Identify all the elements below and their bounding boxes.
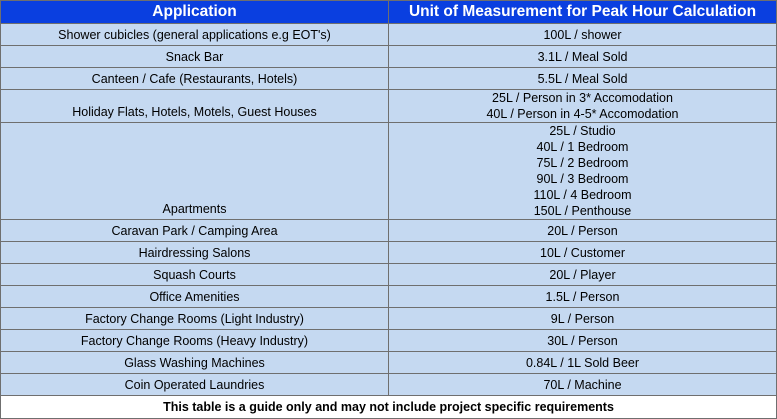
application-cell: Hairdressing Salons xyxy=(0,241,389,264)
unit-line: 0.84L / 1L Sold Beer xyxy=(525,355,640,370)
application-cell: Caravan Park / Camping Area xyxy=(0,219,389,242)
table-row: Holiday Flats, Hotels, Motels, Guest Hou… xyxy=(0,89,777,123)
unit-line: 40L / Person in 4-5* Accomodation xyxy=(486,107,679,121)
unit-line: 3.1L / Meal Sold xyxy=(537,49,628,64)
unit-line: 1.5L / Person xyxy=(545,289,620,304)
unit-line: 40L / 1 Bedroom xyxy=(536,140,629,154)
unit-cell: 9L / Person xyxy=(388,307,777,330)
application-cell: Factory Change Rooms (Light Industry) xyxy=(0,307,389,330)
application-cell: Office Amenities xyxy=(0,285,389,308)
unit-line: 90L / 3 Bedroom xyxy=(536,172,629,186)
table-body: Shower cubicles (general applications e.… xyxy=(0,23,777,396)
application-cell: Glass Washing Machines xyxy=(0,351,389,374)
unit-cell: 30L / Person xyxy=(388,329,777,352)
application-cell: Factory Change Rooms (Heavy Industry) xyxy=(0,329,389,352)
table-row: Shower cubicles (general applications e.… xyxy=(0,23,777,46)
unit-cell: 25L / Studio 40L / 1 Bedroom 75L / 2 Bedro… xyxy=(388,122,777,220)
unit-line: 70L / Machine xyxy=(543,377,622,392)
unit-line: 25L / Person in 3* Accomodation xyxy=(492,91,673,105)
application-cell: Shower cubicles (general applications e.… xyxy=(0,23,389,46)
unit-line: 20L / Player xyxy=(549,267,616,282)
application-cell: Snack Bar xyxy=(0,45,389,68)
table-row: Factory Change Rooms (Light Industry) 9L … xyxy=(0,307,777,330)
unit-cell: 3.1L / Meal Sold xyxy=(388,45,777,68)
table-row: Squash Courts 20L / Player xyxy=(0,263,777,286)
application-cell: Apartments xyxy=(0,122,389,220)
unit-cell: 20L / Player xyxy=(388,263,777,286)
unit-line: 5.5L / Meal Sold xyxy=(537,71,628,86)
table-row: Hairdressing Salons 10L / Customer xyxy=(0,241,777,264)
application-cell: Holiday Flats, Hotels, Motels, Guest Hou… xyxy=(0,89,389,123)
unit-line: 75L / 2 Bedroom xyxy=(536,156,629,170)
unit-line: 25L / Studio xyxy=(549,124,616,138)
table-row: Factory Change Rooms (Heavy Industry) 30L… xyxy=(0,329,777,352)
footer-row: This table is a guide only and may not i… xyxy=(0,395,777,419)
unit-line: 9L / Person xyxy=(550,311,615,326)
unit-line: 100L / shower xyxy=(543,27,622,42)
application-cell: Canteen / Cafe (Restaurants, Hotels) xyxy=(0,67,389,90)
unit-line: 30L / Person xyxy=(547,333,618,348)
unit-cell: 10L / Customer xyxy=(388,241,777,264)
header-row: Application Unit of Measurement for Peak… xyxy=(0,0,777,24)
application-cell: Squash Courts xyxy=(0,263,389,286)
table-row: Office Amenities 1.5L / Person xyxy=(0,285,777,308)
table-row: Snack Bar 3.1L / Meal Sold xyxy=(0,45,777,68)
footer-note: This table is a guide only and may not i… xyxy=(0,395,777,419)
unit-cell: 0.84L / 1L Sold Beer xyxy=(388,351,777,374)
unit-line: 150L / Penthouse xyxy=(533,204,632,218)
table-row: Canteen / Cafe (Restaurants, Hotels) 5.5L… xyxy=(0,67,777,90)
table-row: Apartments 25L / Studio 40L / 1 Bedroom 75L… xyxy=(0,122,777,220)
unit-line: 110L / 4 Bedroom xyxy=(533,188,632,202)
header-unit: Unit of Measurement for Peak Hour Calcul… xyxy=(388,0,777,24)
table-row: Glass Washing Machines 0.84L / 1L Sold Be… xyxy=(0,351,777,374)
application-cell: Coin Operated Laundries xyxy=(0,373,389,396)
table-row: Coin Operated Laundries 70L / Machine xyxy=(0,373,777,396)
header-application: Application xyxy=(0,0,389,24)
unit-cell: 5.5L / Meal Sold xyxy=(388,67,777,90)
unit-cell: 1.5L / Person xyxy=(388,285,777,308)
unit-cell: 70L / Machine xyxy=(388,373,777,396)
unit-cell: 20L / Person xyxy=(388,219,777,242)
unit-line: 10L / Customer xyxy=(540,245,625,260)
unit-cell: 25L / Person in 3* Accomodation 40L / Per… xyxy=(388,89,777,123)
unit-line: 20L / Person xyxy=(547,223,618,238)
unit-cell: 100L / shower xyxy=(388,23,777,46)
table-row: Caravan Park / Camping Area 20L / Person xyxy=(0,219,777,242)
